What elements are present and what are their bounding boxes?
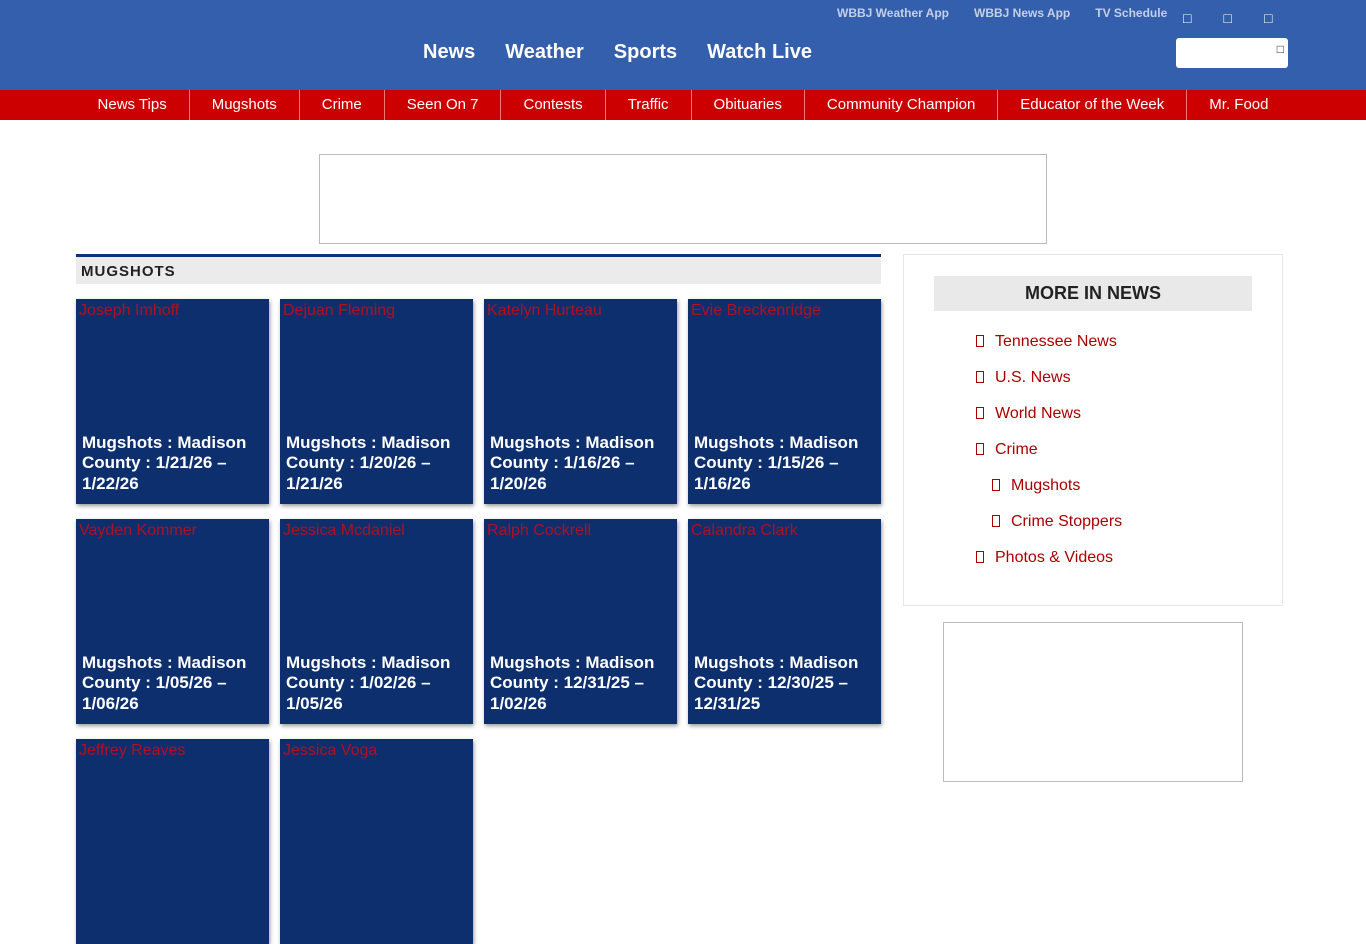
- sidebar-item-label[interactable]: Mugshots: [1011, 477, 1081, 494]
- mugshot-image[interactable]: Joseph Imhoff: [79, 302, 180, 319]
- card-title[interactable]: Mugshots : Madison County : 1/15/26 – 1/…: [694, 432, 859, 493]
- sidebar-item-label[interactable]: Crime Stoppers: [1011, 513, 1123, 530]
- subnav-item[interactable]: Seen On 7: [383, 90, 501, 120]
- mugshot-card[interactable]: Jeffrey Reaves: [76, 739, 269, 944]
- sidebar-item[interactable]: Photos & Videos: [976, 548, 1122, 584]
- sidebar-item-label[interactable]: World News: [995, 405, 1081, 422]
- mugshot-image[interactable]: Vayden Kommer: [79, 522, 197, 539]
- social-links: □ □ □: [1183, 10, 1272, 26]
- bullet-icon: [992, 479, 1000, 491]
- sidebar-item-label[interactable]: Tennessee News: [995, 333, 1117, 350]
- mugshot-card[interactable]: Joseph Imhoff Mugshots : Madison County :…: [76, 299, 269, 504]
- instagram-icon[interactable]: □: [1263, 10, 1273, 26]
- mugshot-image[interactable]: Ralph Cockrell: [487, 522, 592, 539]
- sidebar-item[interactable]: U.S. News: [976, 368, 1122, 404]
- sidebar-item[interactable]: Tennessee News: [976, 332, 1122, 368]
- sub-nav: News Tips Mugshots Crime Seen On 7 Contests T…: [0, 90, 1366, 120]
- site-header: WBBJ Weather App WBBJ News App TV Schedu…: [0, 0, 1366, 90]
- mugshot-card[interactable]: Jessica Mcdaniel Mugshots : Madison Count…: [280, 519, 473, 724]
- mugshot-image[interactable]: Dejuan Fleming: [283, 302, 396, 319]
- sidebar-item[interactable]: Crime Stoppers: [976, 512, 1122, 548]
- sidebar-item-label[interactable]: Photos & Videos: [995, 549, 1114, 566]
- mugshot-image[interactable]: Katelyn Hurteau: [487, 302, 602, 319]
- mugshot-card[interactable]: Vayden Kommer Mugshots : Madison County :…: [76, 519, 269, 724]
- card-title[interactable]: Mugshots : Madison County : 1/16/26 – 1/…: [490, 432, 655, 493]
- nav-news[interactable]: News: [423, 41, 476, 63]
- card-title[interactable]: Mugshots : Madison County : 1/05/26 – 1/…: [82, 652, 247, 713]
- card-title[interactable]: Mugshots : Madison County : 1/20/26 – 1/…: [286, 432, 451, 493]
- mugshot-card[interactable]: Katelyn Hurteau Mugshots : Madison County…: [484, 299, 677, 504]
- search-input[interactable]: □: [1176, 38, 1288, 68]
- sidebar-item[interactable]: Mugshots: [976, 476, 1122, 512]
- news-app-link[interactable]: WBBJ News App: [974, 6, 1071, 20]
- sidebar-item[interactable]: World News: [976, 404, 1122, 440]
- mugshot-image[interactable]: Jessica Mcdaniel: [283, 522, 405, 539]
- sidebar-ad[interactable]: [943, 622, 1243, 782]
- mugshot-image[interactable]: Calandra Clark: [691, 522, 798, 539]
- mugshot-image[interactable]: Evie Breckenridge: [691, 302, 821, 319]
- mugshot-card[interactable]: Evie Breckenridge Mugshots : Madison Coun…: [688, 299, 881, 504]
- bullet-icon: [976, 335, 984, 347]
- subnav-item[interactable]: Contests: [500, 90, 604, 120]
- subnav-item[interactable]: News Tips: [97, 96, 167, 113]
- bullet-icon: [992, 515, 1000, 527]
- more-in-news-panel: MORE IN NEWS Tennessee News U.S. News Worl…: [903, 254, 1283, 606]
- section-title: MUGSHOTS: [76, 254, 881, 284]
- top-links: WBBJ Weather App WBBJ News App TV Schedu…: [837, 6, 1167, 20]
- sidebar-item-label[interactable]: U.S. News: [995, 369, 1071, 386]
- sidebar-title: MORE IN NEWS: [934, 276, 1252, 311]
- tv-schedule-link[interactable]: TV Schedule: [1095, 6, 1168, 20]
- subnav-item[interactable]: Crime: [298, 90, 384, 120]
- twitter-icon[interactable]: □: [1223, 10, 1232, 26]
- nav-sports[interactable]: Sports: [613, 41, 678, 63]
- sidebar-list: Tennessee News U.S. News World News Crime Mu…: [976, 332, 1122, 584]
- subnav-item[interactable]: Obituaries: [690, 90, 804, 120]
- subnav-item[interactable]: Traffic: [604, 90, 691, 120]
- nav-weather[interactable]: Weather: [505, 41, 584, 63]
- card-title[interactable]: Mugshots : Madison County : 12/31/25 – 1…: [490, 652, 655, 713]
- subnav-item[interactable]: Community Champion: [803, 90, 997, 120]
- sidebar-item-label[interactable]: Crime: [995, 441, 1038, 458]
- facebook-icon[interactable]: □: [1183, 10, 1192, 26]
- card-title[interactable]: Mugshots : Madison County : 1/21/26 – 1/…: [82, 432, 247, 493]
- card-title[interactable]: Mugshots : Madison County : 12/30/25 – 1…: [694, 652, 859, 713]
- subnav-item[interactable]: Mr. Food: [1186, 90, 1290, 120]
- bullet-icon: [976, 407, 984, 419]
- mugshot-card[interactable]: Calandra Clark Mugshots : Madison County …: [688, 519, 881, 724]
- sidebar-item[interactable]: Crime: [976, 440, 1122, 476]
- bullet-icon: [976, 371, 984, 383]
- mugshot-card[interactable]: Ralph Cockrell Mugshots : Madison County …: [484, 519, 677, 724]
- mugshot-image[interactable]: Jessica Voga: [283, 742, 378, 759]
- subnav-item[interactable]: Educator of the Week: [997, 90, 1186, 120]
- main-nav: News Weather Sports Watch Live: [423, 41, 812, 64]
- nav-watch-live[interactable]: Watch Live: [707, 41, 812, 63]
- card-title[interactable]: Mugshots : Madison County : 1/02/26 – 1/…: [286, 652, 451, 713]
- mugshot-card[interactable]: Jessica Voga: [280, 739, 473, 944]
- ad-banner[interactable]: [319, 154, 1047, 244]
- weather-app-link[interactable]: WBBJ Weather App: [837, 6, 950, 20]
- bullet-icon: [976, 551, 984, 563]
- mugshot-card[interactable]: Dejuan Fleming Mugshots : Madison County …: [280, 299, 473, 504]
- bullet-icon: [976, 443, 984, 455]
- subnav-item[interactable]: Mugshots: [188, 90, 299, 120]
- search-icon[interactable]: □: [1276, 42, 1284, 56]
- mugshot-image[interactable]: Jeffrey Reaves: [79, 742, 186, 759]
